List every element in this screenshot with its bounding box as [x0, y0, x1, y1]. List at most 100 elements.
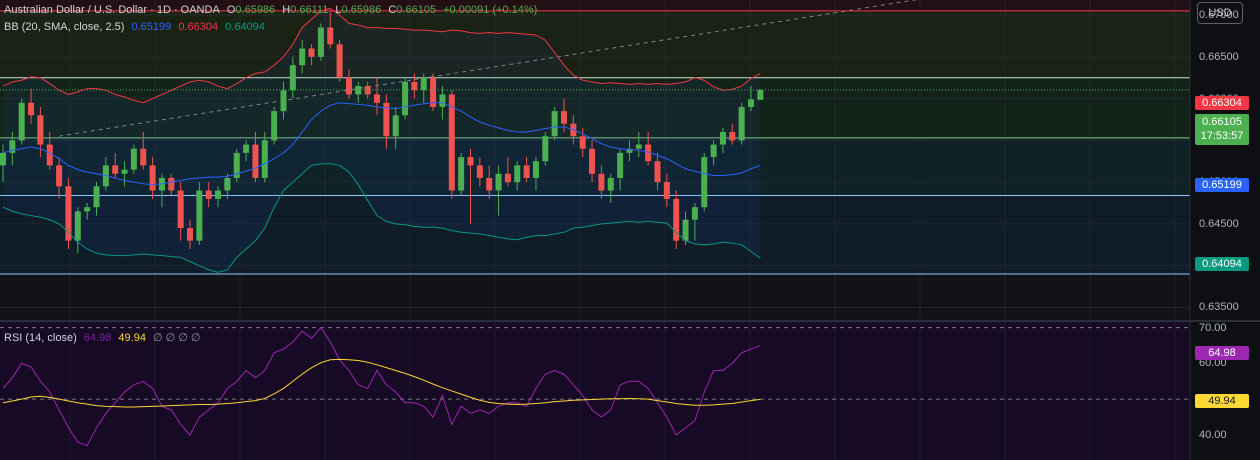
main-legend: Australian Dollar / U.S. Dollar · 1D · O…	[4, 3, 541, 17]
candle-body-76	[710, 144, 717, 158]
candle-body-81	[757, 89, 764, 100]
bollinger-lines	[0, 7, 1190, 273]
level-band-1	[0, 10, 1190, 78]
candle-body-42	[392, 115, 399, 137]
candle-body-19	[177, 190, 184, 229]
candle-body-24	[224, 177, 231, 191]
candle-body-51	[476, 165, 483, 178]
candle-body-32	[299, 48, 306, 66]
candle-body-30	[280, 90, 287, 112]
candle-body-55	[514, 165, 521, 183]
candle-body-52	[486, 177, 493, 191]
candle-body-8	[74, 211, 81, 241]
rsi-ma-value-tag: 49.94	[1195, 394, 1249, 408]
candle-body-38	[355, 86, 362, 95]
candle-body-22	[205, 190, 212, 199]
level-band-5	[0, 274, 1190, 320]
rsi-grid	[69, 322, 1176, 460]
candle-body-6	[56, 165, 63, 187]
candle-body-5	[46, 144, 53, 166]
close-value: C0.66105	[388, 4, 437, 16]
rsi-name[interactable]: RSI (14, close)	[4, 332, 77, 344]
candle-body-27	[252, 144, 259, 178]
last-price-value: 0.66105	[1202, 116, 1242, 128]
bb-upper-price-tag: 0.66304	[1195, 96, 1249, 110]
countdown-value: 17:53:57	[1200, 130, 1244, 142]
rsi-tick-label: 70.00	[1199, 321, 1227, 334]
candle-body-25	[233, 152, 240, 178]
candle-body-63	[589, 148, 596, 174]
candle-body-10	[93, 186, 100, 208]
change-value: +0.00091 (+0.14%)	[443, 4, 538, 16]
candle-body-37	[345, 77, 352, 95]
bollinger-fill	[3, 8, 761, 273]
candle-body-74	[691, 207, 698, 220]
candle-body-39	[364, 86, 371, 95]
open-value: O0.65986	[226, 4, 276, 16]
candle-body-2	[18, 102, 25, 141]
candle-body-28	[261, 140, 268, 178]
candle-body-1	[9, 140, 16, 153]
candles	[0, 10, 764, 254]
candle-body-4	[37, 115, 44, 145]
price-tick-label: 0.67000	[1199, 9, 1239, 22]
candle-body-53	[495, 173, 502, 191]
candle-body-33	[308, 48, 315, 57]
bollinger-band-fill	[3, 8, 761, 273]
rsi-legend: RSI (14, close) 64.98 49.94 ∅ ∅ ∅ ∅	[4, 331, 205, 345]
candle-body-48	[448, 94, 455, 191]
rsi-extra-values: ∅ ∅ ∅ ∅	[153, 332, 201, 344]
candle-body-9	[84, 207, 91, 212]
candle-body-0	[0, 152, 6, 166]
rsi-ma-legend-value: 49.94	[118, 332, 146, 344]
candle-body-60	[561, 111, 567, 124]
candle-body-79	[738, 106, 745, 141]
rsi-pane-background	[0, 322, 1190, 460]
candle-body-46	[430, 77, 437, 107]
bb-upper-line	[2, 7, 761, 104]
rsi-value-tag: 64.98	[1195, 346, 1249, 360]
candle-body-69	[645, 144, 652, 162]
candle-body-31	[289, 65, 296, 91]
candle-body-14	[130, 148, 137, 170]
price-tick-label: 0.64500	[1199, 217, 1239, 230]
candle-body-70	[654, 161, 661, 183]
candle-body-54	[504, 173, 511, 183]
candle-body-77	[719, 132, 726, 145]
trend-line[interactable]	[59, 0, 920, 137]
bb-name[interactable]: BB (20, SMA, close, 2.5)	[4, 21, 125, 33]
level-band-2	[0, 77, 1190, 138]
rsi-lines	[2, 326, 761, 447]
bb-basis-value: 0.65199	[131, 21, 172, 33]
candle-body-62	[579, 136, 586, 149]
currency-button[interactable]: USD	[1197, 2, 1243, 24]
candle-body-58	[542, 136, 549, 162]
candle-body-66	[617, 152, 624, 178]
high-value: H0.66111	[282, 4, 329, 16]
level-band-0	[0, 0, 1190, 11]
candle-body-57	[532, 161, 539, 178]
candle-body-44	[411, 81, 418, 91]
symbol-title[interactable]: Australian Dollar / U.S. Dollar · 1D · O…	[4, 4, 220, 16]
candle-body-29	[271, 111, 278, 141]
bb-basis-line	[2, 102, 761, 186]
candle-body-68	[635, 144, 642, 149]
candle-body-73	[682, 219, 689, 241]
bb-lower-line	[2, 163, 761, 273]
price-tick-label: 0.63500	[1199, 301, 1239, 314]
last-price-tag: 0.66105 17:53:57	[1195, 114, 1249, 145]
candle-body-21	[196, 190, 203, 241]
dashed-trend-line	[59, 0, 918, 137]
candle-body-47	[439, 94, 446, 107]
candle-body-56	[523, 165, 530, 178]
candle-body-75	[701, 157, 708, 208]
candle-body-72	[673, 198, 680, 241]
candle-body-16	[149, 165, 156, 191]
candle-body-78	[729, 132, 736, 141]
bb-basis-price-tag: 0.65199	[1195, 178, 1249, 192]
candle-body-12	[112, 165, 119, 174]
bb-lower-price-tag: 0.64094	[1195, 257, 1249, 271]
candle-body-43	[402, 81, 409, 116]
candle-body-36	[336, 44, 343, 78]
